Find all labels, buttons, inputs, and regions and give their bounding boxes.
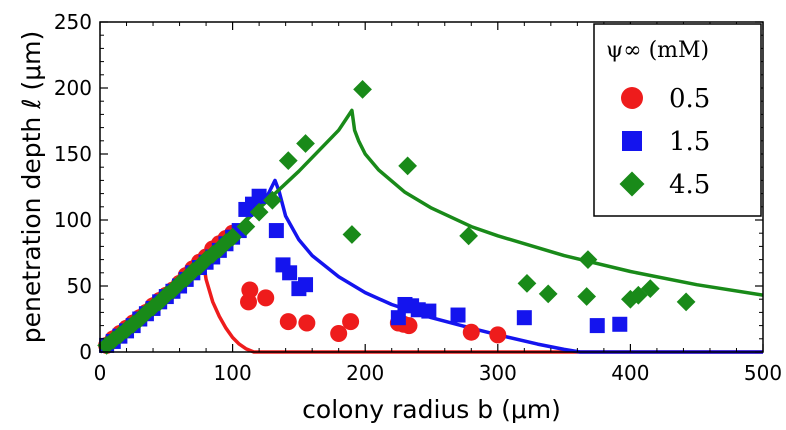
series-4_5-points	[97, 79, 696, 355]
diamond-point	[249, 202, 269, 222]
circle-point	[279, 313, 297, 331]
diamond-point	[342, 225, 362, 244]
diamond-point	[296, 134, 315, 153]
x-tick-label: 300	[479, 361, 517, 385]
series-1_5-points	[99, 188, 628, 353]
square-point	[268, 223, 284, 239]
legend-square-marker	[622, 131, 642, 151]
square-point	[589, 318, 605, 334]
diamond-point	[578, 250, 598, 269]
circle-point	[298, 314, 316, 332]
diamond-point	[236, 217, 256, 236]
square-point	[612, 316, 628, 332]
legend-items: 0.5 1.5 4.5	[619, 84, 710, 200]
x-tick-label: 100	[214, 361, 252, 385]
square-point	[450, 307, 466, 323]
diamond-point	[398, 156, 418, 176]
legend-label: 1.5	[669, 127, 710, 157]
legend: ψ∞ (mM) 0.5 1.5 4.5	[593, 23, 762, 217]
diamond-point	[538, 284, 558, 304]
series-4_5-curve	[98, 108, 764, 354]
y-tick-label: 100	[54, 208, 92, 232]
diamond-point	[117, 320, 136, 339]
diamond-point	[223, 227, 242, 247]
legend-label: 4.5	[669, 170, 710, 200]
square-point	[516, 310, 532, 326]
circle-point	[330, 325, 348, 343]
diamond-point	[577, 287, 597, 306]
circle-point	[257, 289, 275, 307]
x-tick-label: 0	[94, 361, 107, 385]
circle-point	[241, 281, 259, 299]
diamond-point	[640, 279, 660, 299]
circle-point	[462, 323, 480, 341]
square-point	[421, 303, 437, 319]
x-axis-label: colony radius b (μm)	[302, 395, 561, 424]
plot-frame	[99, 21, 764, 353]
diamond-point	[459, 226, 479, 246]
y-tick-label: 200	[54, 76, 92, 100]
square-point	[390, 310, 406, 326]
legend-label: 0.5	[669, 84, 710, 114]
y-tick-label: 150	[54, 142, 92, 166]
x-tick-label: 500	[744, 361, 782, 385]
y-tick-label: 250	[54, 10, 92, 34]
axis-ticks: 0 100 200 300 400 500 0 50 100 150 200 250	[54, 10, 782, 385]
x-tick-label: 400	[611, 361, 649, 385]
y-tick-label: 50	[67, 274, 92, 298]
diamond-point	[353, 79, 372, 99]
data-points	[97, 79, 696, 355]
legend-diamond-marker	[619, 171, 645, 197]
diamond-point	[517, 273, 537, 293]
diamond-point	[263, 190, 282, 210]
legend-circle-marker	[621, 87, 643, 109]
square-point	[251, 188, 267, 204]
circle-point	[342, 313, 360, 331]
square-point	[298, 277, 314, 293]
legend-title: ψ∞ (mM)	[606, 38, 709, 63]
circle-point	[489, 326, 507, 344]
diamond-point	[676, 292, 696, 312]
y-axis-label: penetration depth ℓ (μm)	[17, 31, 46, 343]
x-tick-label: 200	[346, 361, 384, 385]
diamond-point	[278, 151, 298, 170]
square-point	[282, 265, 298, 281]
y-tick-label: 0	[79, 340, 92, 364]
